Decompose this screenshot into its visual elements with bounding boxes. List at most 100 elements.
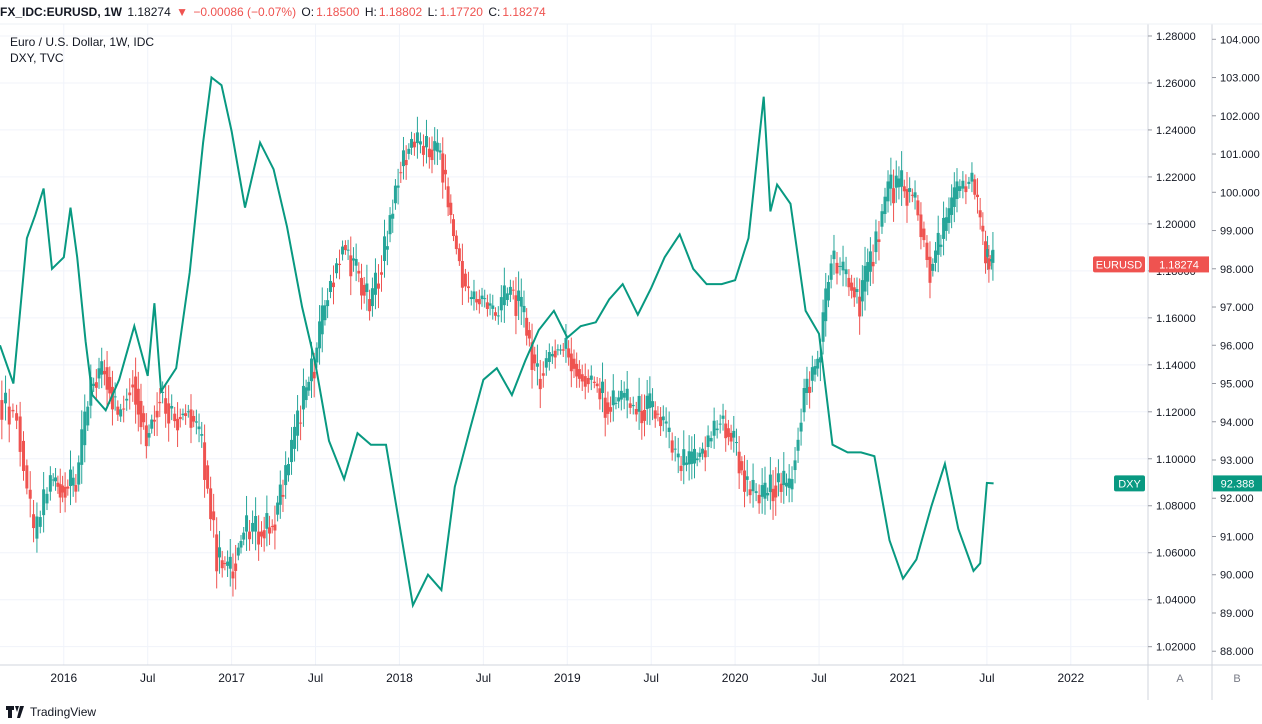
- candle-body: [438, 150, 442, 153]
- candle-body: [619, 390, 623, 400]
- candle-body: [391, 213, 395, 219]
- candle-body: [575, 363, 579, 377]
- candle-body: [472, 291, 476, 300]
- candle-body: [715, 428, 719, 431]
- candle-body: [614, 402, 618, 404]
- eurusd-name-label: EURUSD: [1096, 259, 1143, 271]
- candle-body: [341, 246, 345, 255]
- candle-body: [952, 187, 956, 207]
- candle-body: [203, 442, 207, 480]
- candle-body: [119, 409, 123, 417]
- candle-body: [847, 277, 851, 288]
- candle-body: [161, 391, 165, 394]
- dxy-name-label: DXY: [1118, 478, 1141, 490]
- candle-body: [116, 406, 120, 415]
- candle-body: [220, 560, 224, 569]
- candle-body: [259, 531, 263, 537]
- candle-body: [572, 358, 576, 369]
- candle-body: [97, 368, 101, 379]
- candle-body: [304, 387, 308, 401]
- candle-body: [871, 261, 875, 267]
- brand-name[interactable]: TradingView: [30, 705, 97, 719]
- candle-body: [360, 277, 364, 296]
- candle-body: [299, 422, 303, 424]
- candle-body: [595, 383, 599, 387]
- candle-body: [598, 388, 602, 400]
- candle-body: [71, 477, 75, 486]
- candle-body: [816, 358, 820, 369]
- candle-body: [28, 489, 32, 499]
- candle-body: [477, 299, 481, 305]
- candle-body: [338, 263, 342, 266]
- candle-body: [580, 374, 584, 382]
- candle-body: [239, 540, 243, 548]
- candle-body: [748, 489, 752, 496]
- candle-body: [164, 398, 168, 414]
- candle-body: [441, 153, 445, 183]
- candle-body: [21, 440, 25, 471]
- candle-body: [784, 482, 788, 487]
- candle-body: [676, 453, 680, 458]
- symbol-title[interactable]: FX_IDC:EURUSD, 1W: [0, 5, 123, 19]
- candle-body: [385, 246, 389, 250]
- candle-body: [262, 530, 266, 539]
- candle-body: [824, 288, 828, 322]
- candle-body: [45, 493, 49, 504]
- candle-body: [603, 397, 607, 418]
- dxy-value-tag: [1213, 475, 1262, 492]
- candle-body: [670, 440, 674, 453]
- candle-body: [421, 145, 425, 155]
- candle-body: [743, 470, 747, 492]
- candle-body: [424, 136, 428, 148]
- candle-body: [981, 225, 985, 232]
- eurusd-value-label: 1.18274: [1159, 259, 1199, 271]
- candle-body: [967, 181, 971, 184]
- candle-body: [978, 210, 982, 218]
- candle-body: [125, 398, 129, 401]
- candle-body: [808, 386, 812, 393]
- candle-body: [365, 283, 369, 293]
- candle-body: [745, 476, 749, 480]
- candle-body: [178, 416, 182, 420]
- candle-body: [150, 419, 154, 429]
- candle-body: [86, 406, 90, 426]
- candle-body: [499, 297, 503, 311]
- candle-body: [80, 429, 84, 465]
- low-value: 1.17720: [439, 5, 483, 19]
- candle-body: [242, 532, 246, 540]
- candle-body: [257, 531, 261, 545]
- tradingview-logo-icon[interactable]: [6, 705, 26, 719]
- candle-body: [589, 375, 593, 380]
- candle-body: [538, 378, 542, 390]
- candle-body: [942, 217, 946, 239]
- candle-body: [496, 315, 500, 317]
- candle-body: [134, 376, 138, 405]
- candle-body: [718, 423, 722, 425]
- candle-body: [695, 458, 699, 461]
- candle-body: [505, 293, 509, 300]
- candle-body: [821, 312, 825, 342]
- candle-body: [986, 249, 990, 257]
- candle-body: [379, 272, 383, 275]
- candle-body: [170, 405, 174, 409]
- candle-body: [863, 265, 867, 292]
- change-arrow: ▼: [176, 5, 188, 19]
- candle-body: [454, 235, 458, 250]
- candle-body: [173, 413, 177, 422]
- candle-body: [108, 377, 112, 394]
- chart-canvas[interactable]: 1.280001.260001.240001.220001.200001.180…: [0, 0, 1262, 700]
- candle-body: [987, 258, 991, 270]
- candle-body: [522, 305, 526, 313]
- candle-body: [354, 258, 358, 266]
- candle-body: [226, 561, 230, 566]
- candle-body: [687, 451, 691, 465]
- candle-body: [66, 486, 70, 489]
- candle-body: [577, 369, 581, 379]
- tick-label-b: 89.000: [1220, 608, 1254, 620]
- open-label: O:: [301, 5, 315, 19]
- candle-body: [144, 425, 148, 447]
- candle-body: [693, 448, 697, 464]
- candle-body: [944, 217, 948, 231]
- x-tick-label: Jul: [140, 671, 155, 685]
- dxy-value-label: 92.388: [1221, 478, 1255, 490]
